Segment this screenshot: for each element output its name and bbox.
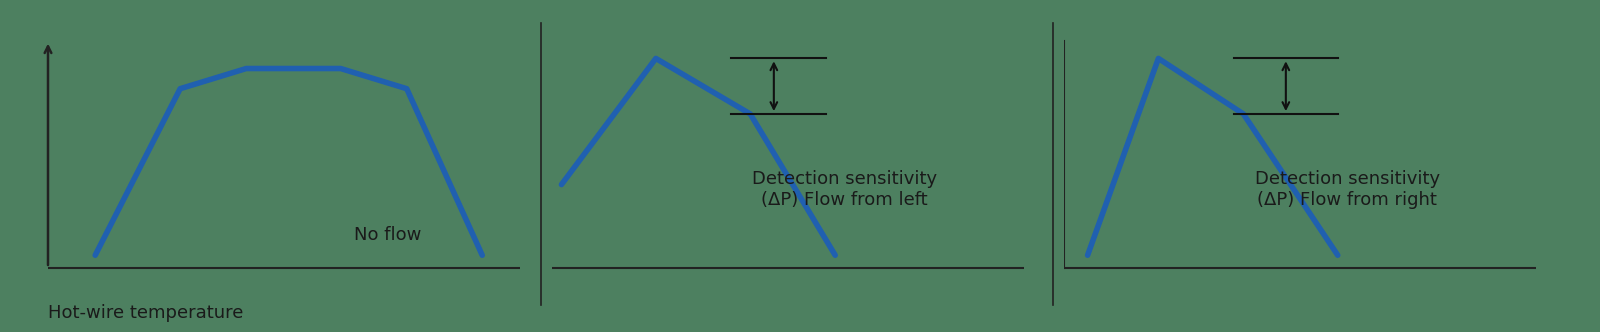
Text: Detection sensitivity
(ΔP) Flow from right: Detection sensitivity (ΔP) Flow from rig… bbox=[1254, 170, 1440, 209]
Text: No flow: No flow bbox=[354, 226, 421, 244]
Text: Detection sensitivity
(ΔP) Flow from left: Detection sensitivity (ΔP) Flow from lef… bbox=[752, 170, 938, 209]
Text: Hot-wire temperature: Hot-wire temperature bbox=[48, 304, 243, 322]
